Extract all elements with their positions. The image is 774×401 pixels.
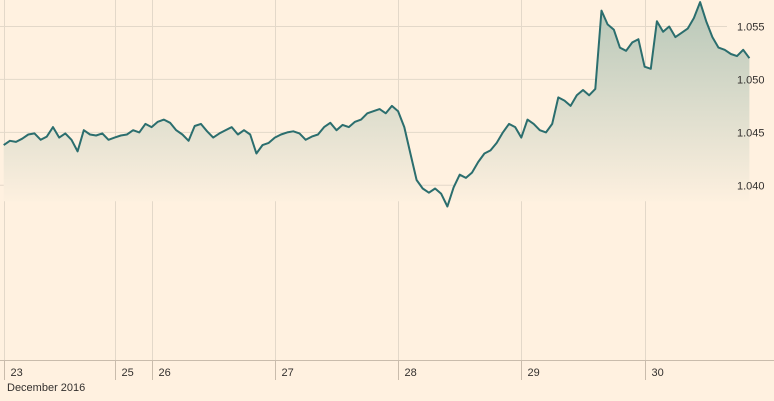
x-axis-caption: December 2016 [7, 382, 85, 394]
y-tick-label: 1.055 [737, 21, 765, 33]
x-tick-label: 26 [159, 367, 171, 379]
x-tick-label: 23 [11, 367, 23, 379]
x-tick-label: 29 [528, 367, 540, 379]
x-axis: 23 25 26 27 28 29 30 [0, 360, 774, 380]
y-tick-label: 1.040 [737, 180, 765, 192]
x-tick-label: 28 [405, 367, 417, 379]
x-tick-label: 25 [122, 367, 134, 379]
y-tick-label: 1.050 [737, 74, 765, 86]
price-line [3, 1, 751, 208]
y-axis: 1.040 1.045 1.050 1.055 [737, 21, 765, 192]
x-tick-label: 27 [282, 367, 294, 379]
area-fill [3, 2, 750, 207]
x-tick-label: 30 [652, 367, 664, 379]
y-tick-label: 1.045 [737, 127, 765, 139]
